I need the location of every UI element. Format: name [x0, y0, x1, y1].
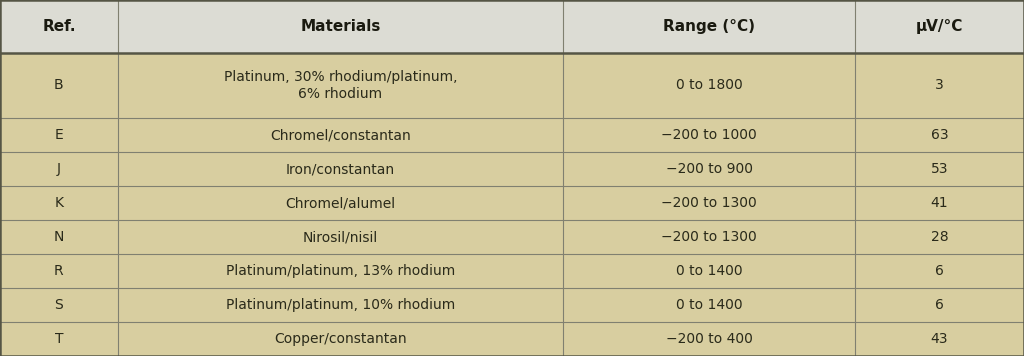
Text: B: B [54, 78, 63, 93]
Text: 43: 43 [931, 332, 948, 346]
Text: 41: 41 [931, 196, 948, 210]
Bar [0, 0, 1024, 53]
Text: 28: 28 [931, 230, 948, 244]
Text: 63: 63 [931, 129, 948, 142]
Text: −200 to 900: −200 to 900 [666, 162, 753, 176]
Text: 6: 6 [935, 264, 944, 278]
Text: −200 to 1000: −200 to 1000 [662, 129, 757, 142]
Text: T: T [54, 332, 63, 346]
Text: N: N [53, 230, 65, 244]
Text: Platinum/platinum, 13% rhodium: Platinum/platinum, 13% rhodium [226, 264, 455, 278]
Text: Iron/constantan: Iron/constantan [286, 162, 395, 176]
Text: J: J [57, 162, 60, 176]
Text: Ref.: Ref. [42, 19, 76, 34]
Text: R: R [54, 264, 63, 278]
Text: Nirosil/nisil: Nirosil/nisil [303, 230, 378, 244]
Text: Materials: Materials [300, 19, 381, 34]
Text: μV/°C: μV/°C [915, 19, 964, 34]
Text: 0 to 1400: 0 to 1400 [676, 264, 742, 278]
Text: 0 to 1400: 0 to 1400 [676, 298, 742, 312]
Text: 6: 6 [935, 298, 944, 312]
Text: K: K [54, 196, 63, 210]
Text: Copper/constantan: Copper/constantan [274, 332, 407, 346]
Text: Platinum, 30% rhodium/platinum,
6% rhodium: Platinum, 30% rhodium/platinum, 6% rhodi… [223, 70, 458, 101]
Text: −200 to 1300: −200 to 1300 [662, 196, 757, 210]
Text: Chromel/alumel: Chromel/alumel [286, 196, 395, 210]
Text: 0 to 1800: 0 to 1800 [676, 78, 742, 93]
Text: S: S [54, 298, 63, 312]
Text: −200 to 1300: −200 to 1300 [662, 230, 757, 244]
Text: Chromel/constantan: Chromel/constantan [270, 129, 411, 142]
Text: 53: 53 [931, 162, 948, 176]
Text: −200 to 400: −200 to 400 [666, 332, 753, 346]
Text: E: E [54, 129, 63, 142]
Text: Range (°C): Range (°C) [664, 19, 755, 34]
Text: Platinum/platinum, 10% rhodium: Platinum/platinum, 10% rhodium [226, 298, 455, 312]
Text: 3: 3 [935, 78, 944, 93]
